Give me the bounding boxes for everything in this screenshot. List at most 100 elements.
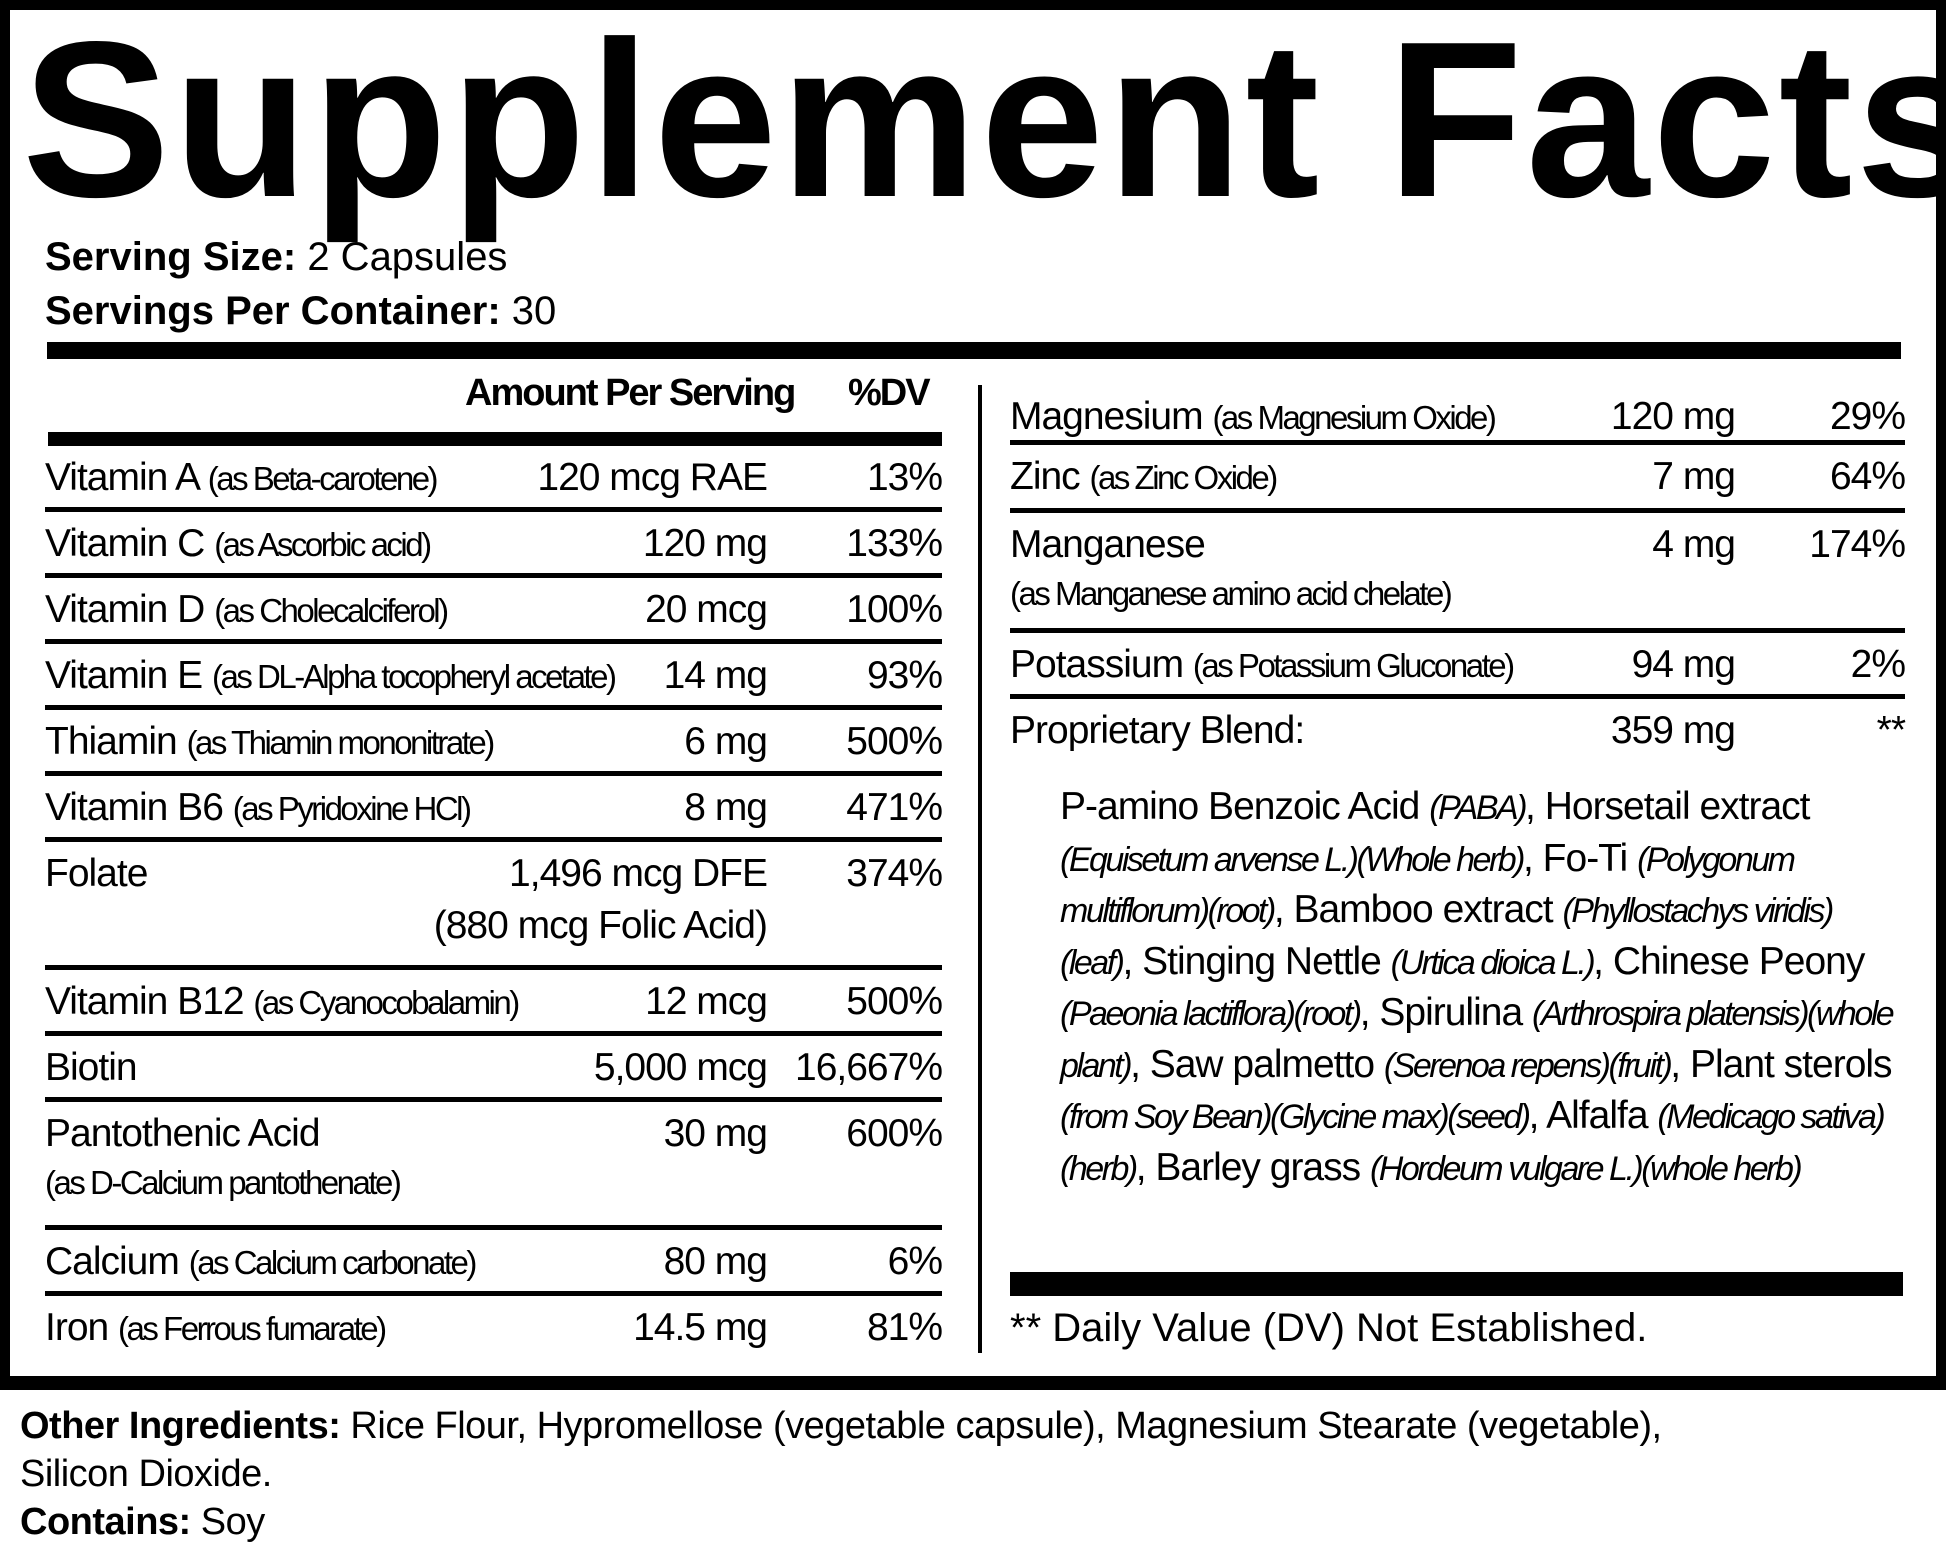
nutrient-source: (as DL-Alpha tocopheryl acetate) [212,658,617,695]
nutrient-amount: 6 mg [684,720,768,763]
servings-per-container: Servings Per Container: 30 [45,288,556,334]
panel-title: Supplement Facts [22,0,1946,244]
other-ingredients-label: Other Ingredients: [20,1405,341,1447]
nutrient-name: Thiamin (as Thiamin mononitrate) [45,720,495,764]
ingredient-name: , Spirulina [1359,991,1532,1034]
nutrient-source: (as Ferrous fumarate) [118,1310,387,1347]
nutrient-name-text: Biotin [45,1046,138,1089]
nutrient-source: (as Cyanocobalamin) [253,984,520,1021]
nutrient-name: Vitamin B12 (as Cyanocobalamin) [45,980,520,1024]
nutrient-amount: 4 mg [1652,523,1736,566]
nutrient-dv: 81% [866,1306,943,1349]
nutrient-row: Vitamin D (as Cholecalciferol) 20 mcg 100% [45,578,943,644]
nutrient-row: Magnesium (as Magnesium Oxide) 120 mg 29% [1010,385,1906,445]
ingredient-source: (Arthrospira platensis)(whole plant) [1060,995,1895,1085]
nutrient-name: Folate [45,852,148,896]
nutrient-name: Biotin [45,1046,138,1090]
proprietary-blend-ingredients: P-amino Benzoic Acid (PABA), Horsetail e… [1060,782,1900,1194]
ingredient-source: (Equisetum arvense L.)(Whole herb) [1060,840,1526,879]
nutrient-amount: 30 mg [663,1112,768,1155]
ingredient-source: (Serenoa repens)(fruit) [1383,1046,1673,1085]
top-thick-rule [47,342,1901,359]
nutrient-name: Vitamin D (as Cholecalciferol) [45,588,449,632]
bottom-thick-rule [1010,1272,1903,1296]
nutrient-row: Thiamin (as Thiamin mononitrate) 6 mg 500% [45,710,943,776]
nutrient-dv: 2% [1850,643,1906,686]
nutrient-amount: 80 mg [663,1240,768,1283]
nutrient-dv: 133% [846,522,943,565]
dv-header: %DV [848,372,931,414]
right-nutrient-table: Magnesium (as Magnesium Oxide) 120 mg 29% Z… [1010,385,1906,765]
nutrient-dv: ** [1876,709,1906,752]
nutrient-row: Calcium (as Calcium carbonate) 80 mg 6% [45,1230,943,1296]
nutrient-name-text: Thiamin [45,720,178,763]
ingredient-name: , Saw palmetto [1130,1042,1384,1086]
other-ingredients-value: Rice Flour, Hypromellose (vegetable caps… [20,1405,1662,1495]
ingredient-source: (from Soy Bean)(Glycine max)(seed) [1060,1098,1531,1136]
nutrient-name-text: Potassium [1010,643,1184,686]
nutrient-name-text: Magnesium [1010,395,1204,438]
nutrient-dv: 500% [846,720,943,763]
nutrient-name-text: Proprietary Blend: [1010,709,1305,752]
nutrient-dv: 6% [887,1240,943,1283]
nutrient-amount: 14 mg [663,654,768,697]
nutrient-row: Manganese (as Manganese amino acid chelat… [1010,513,1906,633]
nutrient-name: Magnesium (as Magnesium Oxide) [1010,395,1497,439]
servings-per-container-label: Servings Per Container: [45,289,501,333]
supplement-facts-panel [0,0,1946,1390]
nutrient-source: (as Potassium Gluconate) [1192,647,1515,684]
ingredient-source: (Medicago sativa)(herb) [1060,1098,1886,1188]
nutrient-row: Vitamin B12 (as Cyanocobalamin) 12 mcg 500… [45,970,943,1036]
ingredient-source: (Polygonum multiflorum)(root) [1060,840,1796,931]
ingredient-name: , Bamboo extract [1273,888,1563,931]
nutrient-name-text: Vitamin A [45,456,199,499]
nutrient-name-text: Vitamin B6 [45,786,224,829]
ingredient-name: , Chinese Peony [1593,939,1865,983]
ingredient-source: (PABA) [1429,789,1527,827]
nutrient-name: Proprietary Blend: [1010,709,1305,753]
nutrient-amount: 5,000 mcg [593,1046,768,1089]
nutrient-amount: 94 mg [1631,643,1736,686]
nutrient-row: Potassium (as Potassium Gluconate) 94 mg 2… [1010,633,1906,699]
nutrient-amount: 14.5 mg [633,1306,768,1349]
nutrient-dv: 600% [846,1112,943,1155]
nutrient-row: Pantothenic Acid (as D-Calcium pantothena… [45,1102,943,1230]
nutrient-row: Vitamin A (as Beta-carotene) 120 mcg RAE 1… [45,446,943,512]
nutrient-name-text: Manganese [1010,523,1206,566]
nutrient-name: Iron (as Ferrous fumarate) [45,1306,387,1350]
servings-per-container-value: 30 [500,289,557,333]
nutrient-name: Calcium (as Calcium carbonate) [45,1240,478,1284]
nutrient-amount: 120 mg [1610,395,1736,438]
nutrient-amount: 8 mg [684,786,768,829]
nutrient-row: Biotin 5,000 mcg 16,667% [45,1036,943,1102]
ingredient-source: (Phyllostachys viridis)(leaf) [1060,892,1834,982]
nutrient-amount: 7 mg [1652,455,1736,498]
nutrient-dv: 93% [866,654,943,697]
nutrient-source: (as Pyridoxine HCl) [232,790,472,827]
nutrient-dv: 471% [846,786,943,829]
nutrient-source: (as Zinc Oxide) [1089,459,1279,496]
nutrient-name: Manganese [1010,523,1206,567]
nutrient-amount: 359 mg [1610,709,1736,752]
header-thick-rule [48,432,942,446]
contains-label: Contains: [20,1501,191,1543]
left-nutrient-table: Vitamin A (as Beta-carotene) 120 mcg RAE 1… [45,446,943,1362]
nutrient-source: (as Beta-carotene) [207,460,439,497]
nutrient-name-text: Vitamin D [45,588,205,631]
nutrient-name: Vitamin A (as Beta-carotene) [45,456,439,500]
ingredient-source: (Hordeum vulgare L.)(whole herb) [1369,1149,1803,1188]
ingredient-name: , Stinging Nettle [1122,939,1391,983]
ingredient-source: (Urtica dioica L.) [1390,943,1596,982]
nutrient-dv: 16,667% [795,1046,943,1089]
nutrient-dv: 374% [846,852,943,895]
nutrient-dv: 100% [846,588,943,631]
nutrient-amount: 120 mcg RAE [537,456,768,499]
nutrient-source: (as Calcium carbonate) [188,1244,478,1281]
contains-value: Soy [190,1501,266,1543]
nutrient-name-text: Folate [45,852,148,895]
nutrient-source: (as Manganese amino acid chelate) [1010,575,1453,612]
nutrient-name-text: Vitamin B12 [45,980,245,1023]
nutrient-dv: 500% [846,980,943,1023]
nutrient-source: (as Cholecalciferol) [214,592,449,629]
nutrient-row: Vitamin E (as DL-Alpha tocopheryl acetat… [45,644,943,710]
